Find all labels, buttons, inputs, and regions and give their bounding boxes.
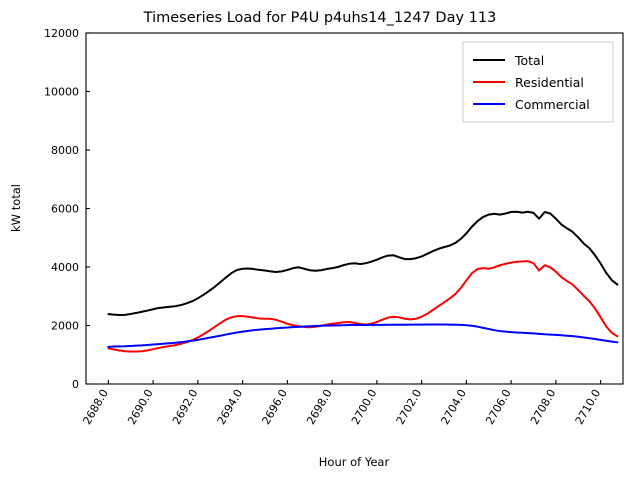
y-tick-label: 4000	[51, 261, 79, 274]
y-tick-label: 2000	[51, 320, 79, 333]
data-series-group	[107, 210, 619, 353]
legend-label-total: Total	[514, 53, 544, 68]
y-tick-label: 0	[72, 378, 79, 391]
legend-label-commercial: Commercial	[515, 97, 590, 112]
series-line-commercial	[107, 323, 619, 348]
legend-label-residential: Residential	[515, 75, 584, 90]
series-line-total	[107, 210, 619, 316]
y-tick-label: 6000	[51, 203, 79, 216]
y-axis-label: kW total	[9, 184, 23, 232]
y-tick-label: 8000	[51, 144, 79, 157]
x-axis-label: Hour of Year	[319, 455, 390, 469]
y-tick-label: 10000	[44, 86, 79, 99]
chart-legend: Total Residential Commercial	[462, 41, 614, 123]
y-tick-label: 12000	[44, 27, 79, 40]
y-axis-ticks: 0 2000 4000 6000 8000 10000 12000	[44, 27, 90, 391]
chart-title: Timeseries Load for P4U p4uhs14_1247 Day…	[143, 10, 497, 26]
